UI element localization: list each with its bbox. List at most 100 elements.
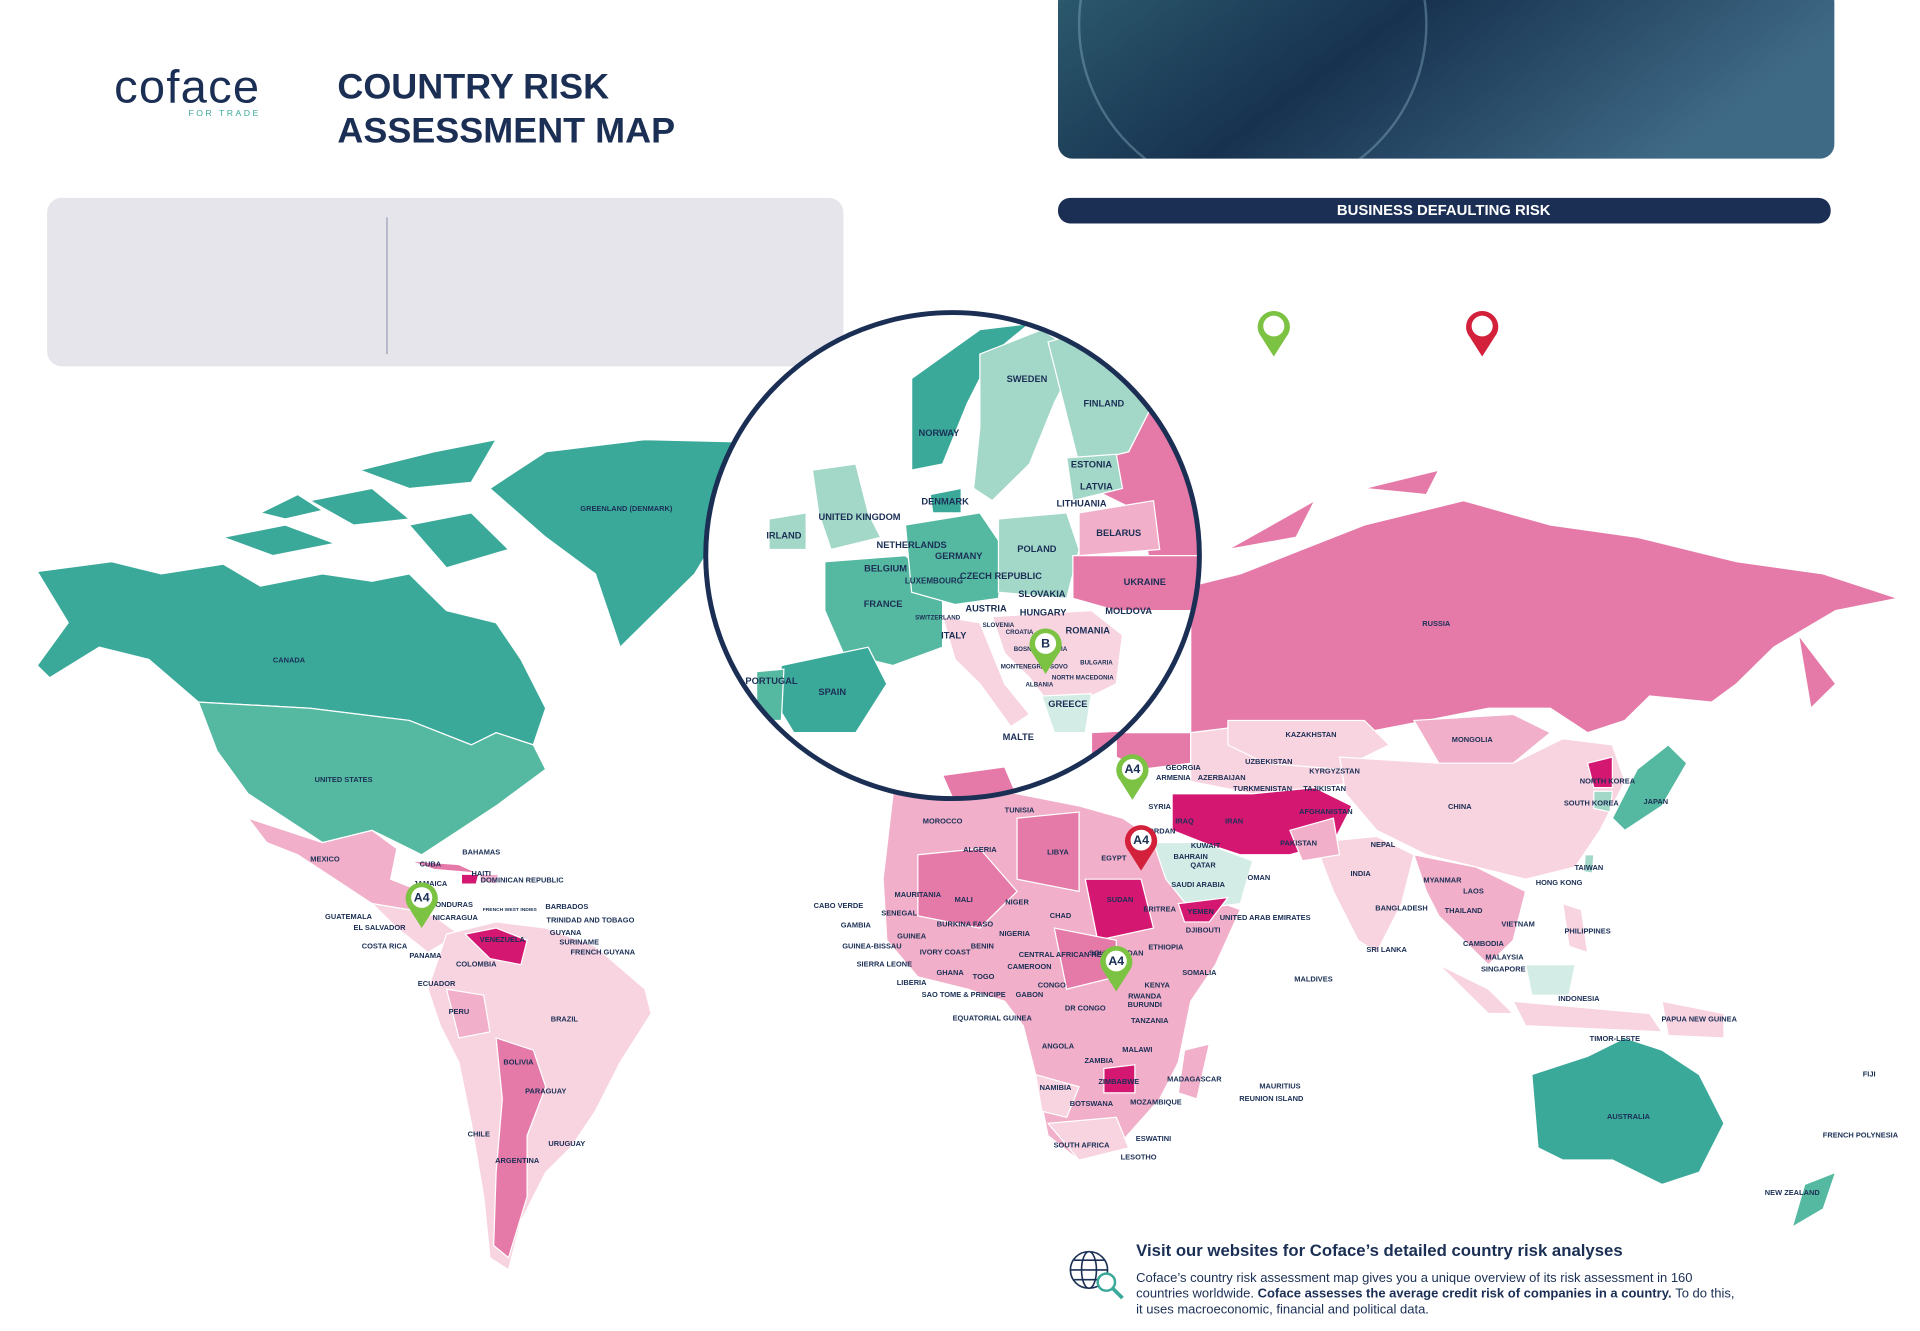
pin-center bbox=[1035, 633, 1057, 654]
country-label: MADAGASCAR bbox=[1167, 1074, 1222, 1083]
country-label: SOUTH KOREA bbox=[1564, 798, 1620, 807]
country-label: LESOTHO bbox=[1121, 1153, 1157, 1162]
country-shape bbox=[1016, 811, 1080, 893]
country-label: NETHERLANDS bbox=[877, 540, 947, 550]
country-label: GABON bbox=[1016, 990, 1044, 999]
country-label: SWITZERLAND bbox=[915, 615, 961, 622]
country-label: VENEZUELA bbox=[480, 935, 526, 944]
country-label: RUSSIA bbox=[1422, 619, 1451, 628]
country-label: CAMEROON bbox=[1007, 962, 1051, 971]
country-label: NAMIBIA bbox=[1040, 1083, 1072, 1092]
country-shape bbox=[1072, 554, 1199, 612]
country-shape bbox=[1065, 453, 1124, 502]
country-label: AUSTRIA bbox=[965, 604, 1007, 614]
country-shape bbox=[1338, 738, 1626, 880]
country-shape bbox=[1562, 902, 1589, 954]
country-shape bbox=[221, 524, 338, 557]
country-label: NIGERIA bbox=[999, 929, 1031, 938]
country-shape bbox=[1524, 964, 1576, 996]
footer-text: countries worldwide. bbox=[1136, 1286, 1254, 1301]
country-label: AUSTRALIA bbox=[1607, 1112, 1651, 1121]
country-shape bbox=[1289, 817, 1341, 862]
country-label: ESWATINI bbox=[1136, 1134, 1171, 1143]
country-label: ESTONIA bbox=[1071, 460, 1112, 470]
country-shape bbox=[308, 487, 411, 526]
country-label: LATVIA bbox=[1080, 482, 1113, 492]
country-label: ERITREA bbox=[1143, 905, 1176, 914]
country-shape bbox=[493, 1037, 547, 1259]
country-label: AFGHANISTAN bbox=[1299, 807, 1353, 816]
country-label: TAJIKISTAN bbox=[1303, 784, 1346, 793]
country-label: PHILIPPINES bbox=[1564, 927, 1610, 936]
country-label: COSTA RICA bbox=[362, 941, 408, 950]
country-shape bbox=[917, 848, 1018, 929]
country-shape bbox=[1797, 634, 1837, 710]
country-label: SAO TOME & PRINCIPE bbox=[922, 990, 1006, 999]
country-label: CHINA bbox=[1448, 802, 1472, 811]
country-label: QATAR bbox=[1190, 861, 1216, 870]
country-shape bbox=[1791, 1171, 1837, 1229]
pin-center bbox=[1130, 829, 1152, 851]
country-label: BOTSWANA bbox=[1070, 1099, 1114, 1108]
country-label: EGYPT bbox=[1101, 853, 1127, 862]
pin-center bbox=[1263, 315, 1285, 337]
country-label: SRI LANKA bbox=[1366, 945, 1407, 954]
country-label: MALDIVES bbox=[1294, 974, 1332, 983]
country-label: TOGO bbox=[973, 972, 995, 981]
country-label: SUDAN bbox=[1107, 895, 1133, 904]
country-label: BELGIUM bbox=[864, 564, 907, 574]
country-shape bbox=[941, 615, 1031, 728]
legend-title: BUSINESS DEFAULTING RISK bbox=[1337, 203, 1551, 219]
country-label: MYANMAR bbox=[1423, 875, 1462, 884]
title: ASSESSMENT MAP bbox=[337, 111, 675, 151]
country-shape bbox=[1593, 790, 1614, 813]
country-label: CHAD bbox=[1050, 911, 1072, 920]
country-label: GERMANY bbox=[935, 551, 982, 561]
country-label: FRENCH WEST INDIES bbox=[483, 907, 538, 913]
country-label: CABO VERDE bbox=[814, 901, 864, 910]
country-label: GUINEA bbox=[897, 932, 927, 941]
country-label: BOLIVIA bbox=[503, 1057, 534, 1066]
country-label: REUNION ISLAND bbox=[1239, 1094, 1304, 1103]
country-label: GEORGIA bbox=[1166, 763, 1202, 772]
country-label: MALTE bbox=[1003, 732, 1034, 742]
country-label: GREECE bbox=[1048, 699, 1087, 709]
country-label: GUINEA-BISSAU bbox=[842, 941, 901, 950]
country-label: ARMENIA bbox=[1156, 773, 1191, 782]
country-label: NIGER bbox=[1005, 897, 1029, 906]
country-label: CAMBODIA bbox=[1463, 939, 1505, 948]
country-label: INDONESIA bbox=[1558, 994, 1600, 1003]
pin-center bbox=[411, 887, 433, 908]
pin-center bbox=[1121, 758, 1143, 780]
country-shape bbox=[1041, 692, 1093, 734]
country-label: KYRGYZSTAN bbox=[1309, 767, 1360, 776]
country-label: FIJI bbox=[1863, 1070, 1876, 1079]
country-shape bbox=[1531, 1037, 1725, 1186]
country-label: ECUADOR bbox=[418, 979, 456, 988]
country-label: SINGAPORE bbox=[1481, 965, 1526, 974]
country-shape bbox=[1227, 499, 1317, 551]
country-label: LIBERIA bbox=[897, 978, 927, 987]
country-label: TRINIDAD AND TOBAGO bbox=[546, 916, 634, 925]
country-shape bbox=[1413, 853, 1527, 966]
country-label: ARGENTINA bbox=[495, 1156, 540, 1165]
country-shape bbox=[479, 873, 500, 885]
country-shape bbox=[929, 487, 962, 514]
country-label: FRENCH GUYANA bbox=[571, 947, 636, 956]
pin-label: A4 bbox=[1133, 833, 1149, 847]
footer-text: countries worldwide. Coface assesses the… bbox=[1136, 1286, 1734, 1301]
country-label: KUWAIT bbox=[1191, 841, 1221, 850]
country-label: ROMANIA bbox=[1066, 626, 1111, 636]
country-label: KAZAKHSTAN bbox=[1285, 730, 1336, 739]
country-label: IRLAND bbox=[766, 531, 801, 541]
footer-text: To do this, bbox=[1675, 1286, 1734, 1301]
country-shape bbox=[1586, 756, 1614, 789]
country-shape bbox=[1046, 1116, 1130, 1161]
country-label: TUNISIA bbox=[1005, 806, 1035, 815]
country-label: PORTUGAL bbox=[745, 676, 797, 686]
country-label: DOMINICAN REPUBLIC bbox=[481, 875, 565, 884]
country-label: POLAND bbox=[1017, 544, 1057, 554]
country-label: IRAN bbox=[1225, 817, 1243, 826]
country-label: THAILAND bbox=[1445, 906, 1484, 915]
